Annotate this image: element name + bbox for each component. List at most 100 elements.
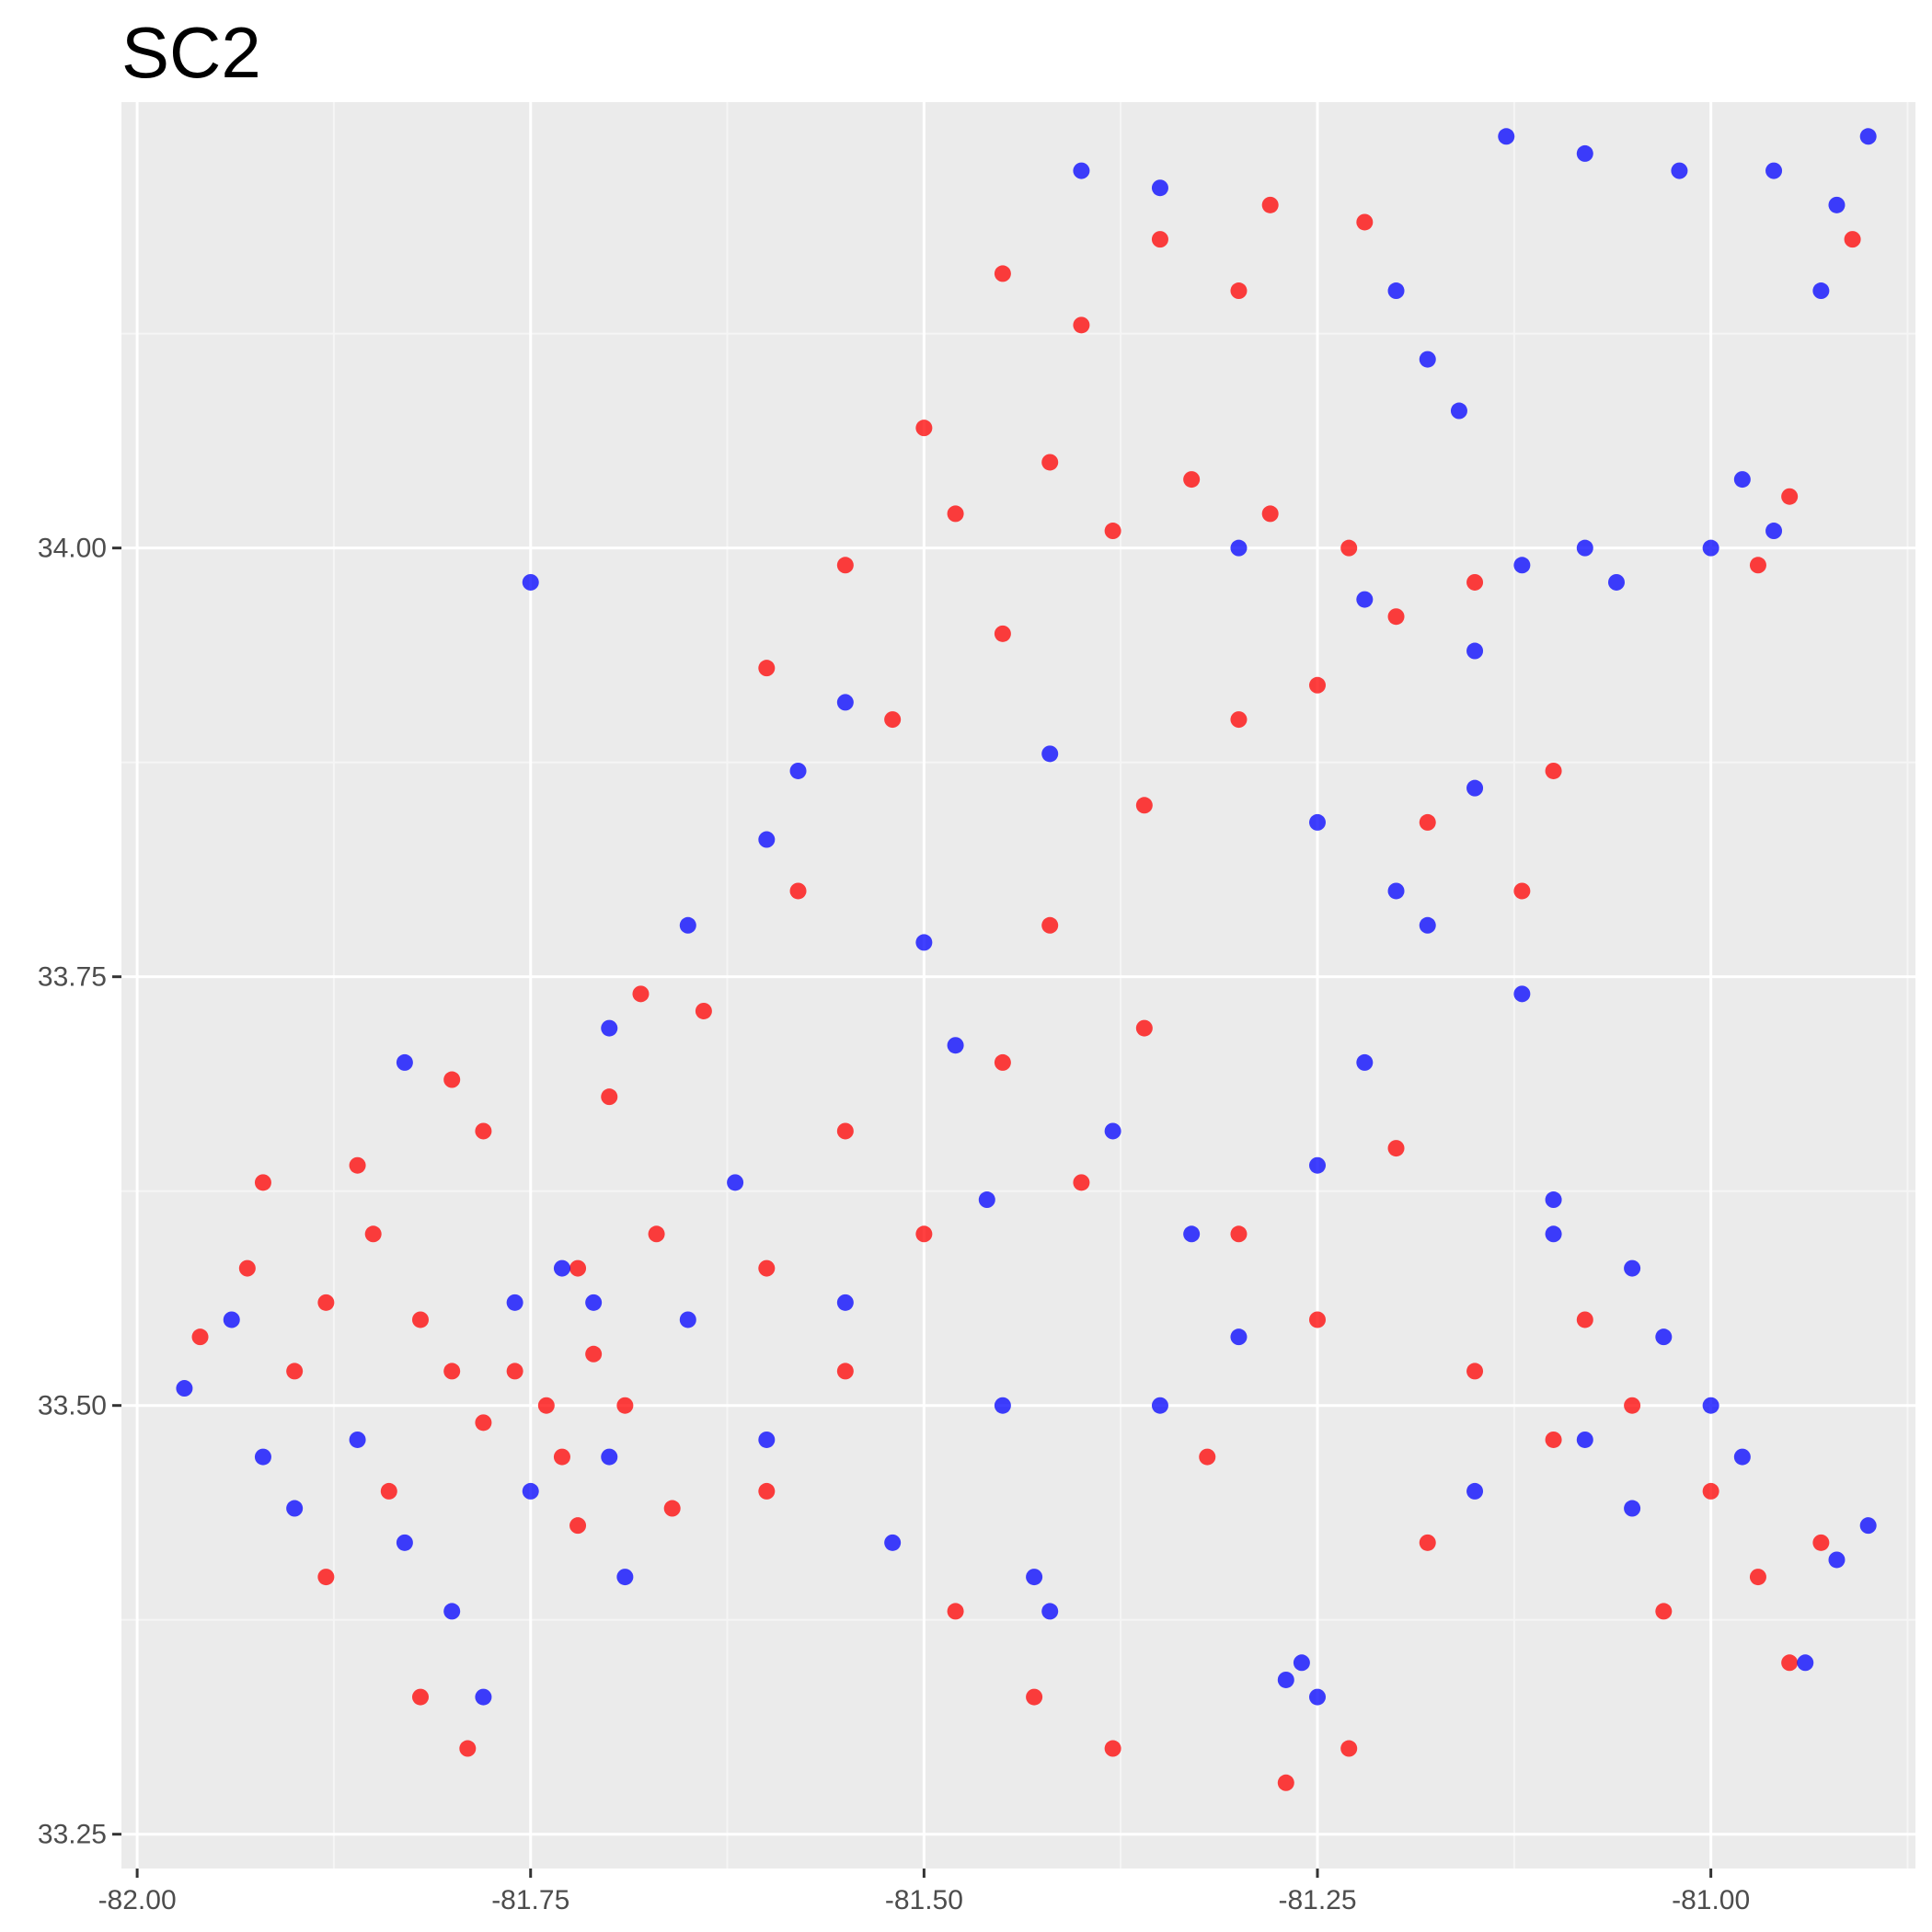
scatter-point bbox=[915, 420, 933, 437]
scatter-point bbox=[1026, 1569, 1043, 1586]
scatter-point bbox=[695, 1002, 712, 1019]
y-tick-label: 33.50 bbox=[38, 1391, 107, 1421]
scatter-point bbox=[1828, 196, 1846, 213]
y-axis: 33.25 33.50 33.75 34.00 bbox=[38, 534, 121, 1850]
scatter-point bbox=[1387, 282, 1405, 300]
scatter-point bbox=[1702, 539, 1719, 557]
scatter-point bbox=[349, 1156, 366, 1174]
scatter-point bbox=[758, 1259, 776, 1277]
scatter-point bbox=[364, 1225, 382, 1243]
scatter-point bbox=[758, 831, 776, 848]
y-tick-label: 34.00 bbox=[38, 534, 107, 564]
scatter-point bbox=[1277, 1774, 1294, 1791]
scatter-point bbox=[601, 1088, 618, 1106]
scatter-point bbox=[1781, 1654, 1799, 1672]
scatter-point bbox=[947, 1603, 964, 1620]
scatter-point bbox=[286, 1363, 304, 1380]
scatter-point bbox=[443, 1363, 461, 1380]
scatter-point bbox=[1671, 162, 1688, 179]
scatter-point bbox=[475, 1688, 492, 1706]
scatter-point bbox=[553, 1448, 570, 1466]
scatter-point bbox=[1419, 1534, 1436, 1551]
scatter-point bbox=[1655, 1603, 1673, 1620]
scatter-point bbox=[1151, 1397, 1168, 1414]
scatter-point bbox=[1466, 1482, 1484, 1500]
scatter-point bbox=[1781, 488, 1799, 505]
scatter-point bbox=[223, 1311, 240, 1328]
scatter-point bbox=[1183, 471, 1201, 489]
scatter-point bbox=[601, 1448, 618, 1466]
scatter-point bbox=[1356, 213, 1374, 231]
scatter-point bbox=[1135, 1019, 1153, 1037]
scatter-point bbox=[412, 1311, 429, 1328]
scatter-point bbox=[836, 1122, 854, 1140]
scatter-point bbox=[176, 1380, 193, 1397]
scatter-point bbox=[1199, 1448, 1216, 1466]
scatter-point bbox=[1859, 128, 1877, 145]
scatter-point bbox=[286, 1500, 304, 1517]
scatter-point bbox=[1576, 539, 1593, 557]
chart-title: SC2 bbox=[121, 12, 261, 93]
scatter-point bbox=[1765, 162, 1783, 179]
scatter-point bbox=[1419, 916, 1436, 934]
scatter-point bbox=[884, 711, 902, 729]
scatter-point bbox=[412, 1688, 429, 1706]
scatter-point bbox=[1293, 1654, 1310, 1672]
scatter-point bbox=[994, 1397, 1011, 1414]
scatter-point bbox=[1309, 676, 1326, 694]
scatter-point bbox=[1309, 813, 1326, 831]
x-tick-label: -81.00 bbox=[1672, 1885, 1750, 1915]
y-tick-label: 33.25 bbox=[38, 1820, 107, 1850]
scatter-point bbox=[1073, 316, 1090, 334]
scatter-point bbox=[994, 1053, 1011, 1071]
scatter-point bbox=[1624, 1397, 1641, 1414]
scatter-point bbox=[1466, 573, 1484, 591]
scatter-point bbox=[585, 1345, 603, 1363]
scatter-point bbox=[1466, 779, 1484, 797]
scatter-point bbox=[522, 1482, 539, 1500]
scatter-point bbox=[1340, 1740, 1358, 1757]
scatter-point bbox=[1545, 762, 1562, 779]
scatter-point bbox=[1135, 797, 1153, 814]
scatter-point bbox=[1309, 1156, 1326, 1174]
y-tick-label: 33.75 bbox=[38, 962, 107, 993]
scatter-point bbox=[1749, 1569, 1766, 1586]
scatter-point bbox=[836, 694, 854, 711]
scatter-point bbox=[915, 934, 933, 951]
scatter-point bbox=[1151, 179, 1168, 197]
scatter-point bbox=[1041, 454, 1059, 471]
scatter-point bbox=[601, 1019, 618, 1037]
x-axis: -82.00 -81.75 -81.50 -81.25 -81.00 bbox=[98, 1869, 1750, 1915]
scatter-point bbox=[1104, 523, 1121, 540]
scatter-point bbox=[1812, 282, 1830, 300]
scatter-point bbox=[1419, 813, 1436, 831]
scatter-point bbox=[1498, 128, 1515, 145]
x-tick-label: -81.25 bbox=[1278, 1885, 1356, 1915]
scatter-point bbox=[1261, 196, 1279, 213]
scatter-point bbox=[191, 1328, 209, 1346]
scatter-point bbox=[648, 1225, 665, 1243]
scatter-point bbox=[947, 1037, 964, 1054]
scatter-point bbox=[238, 1259, 256, 1277]
scatter-point bbox=[1387, 1140, 1405, 1157]
scatter-point bbox=[1545, 1191, 1562, 1209]
scatter-point bbox=[1230, 282, 1248, 300]
scatter-point bbox=[443, 1603, 461, 1620]
x-tick-label: -82.00 bbox=[98, 1885, 177, 1915]
scatter-point bbox=[1340, 539, 1358, 557]
scatter-point bbox=[1859, 1517, 1877, 1535]
scatter-point bbox=[1041, 745, 1059, 763]
scatter-point bbox=[947, 505, 964, 523]
scatter-point bbox=[632, 985, 650, 1003]
scatter-point bbox=[978, 1191, 995, 1209]
scatter-point bbox=[1104, 1122, 1121, 1140]
scatter-point bbox=[1356, 1053, 1374, 1071]
scatter-point bbox=[1576, 1431, 1593, 1448]
scatter-point bbox=[254, 1174, 271, 1191]
scatter-point bbox=[1812, 1534, 1830, 1551]
scatter-point bbox=[1356, 591, 1374, 608]
scatter-point bbox=[1387, 882, 1405, 900]
scatter-point bbox=[1624, 1259, 1641, 1277]
scatter-point bbox=[1466, 1363, 1484, 1380]
